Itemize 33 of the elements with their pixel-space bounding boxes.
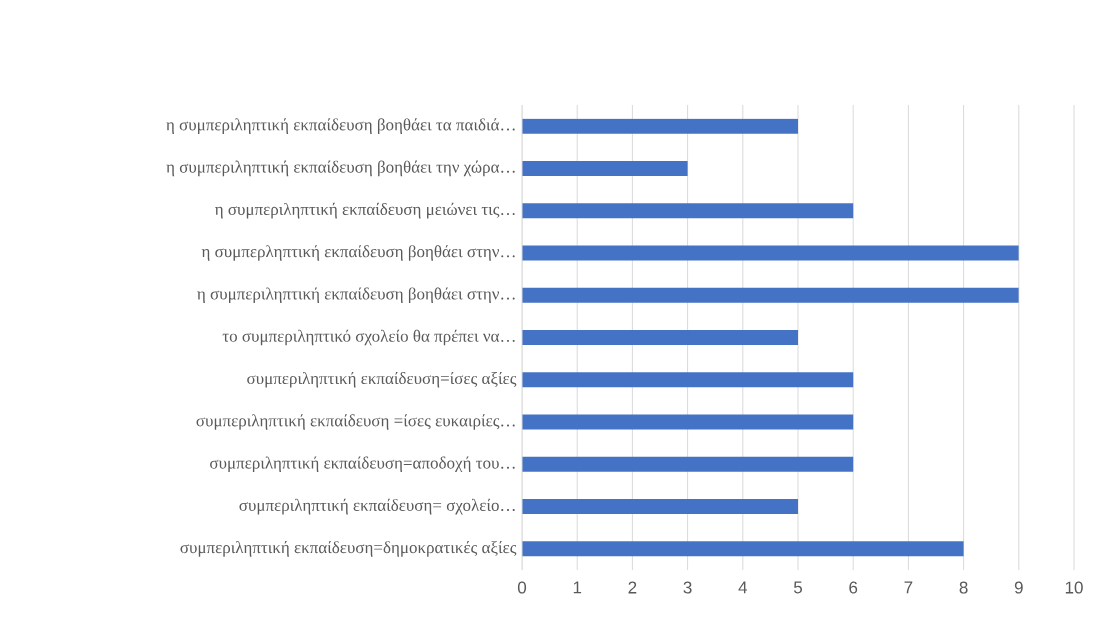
x-tick-label: 4	[738, 581, 748, 594]
x-tick-label: 9	[1014, 581, 1023, 594]
y-tick-label: συμπεριληπτική εκπαίδευση =ίσες ευκαιρίες…	[196, 414, 515, 430]
bar	[522, 414, 854, 430]
y-tick-label: η συμπεριληπτική εκπαίδευση βοηθάει την χώρα…	[166, 160, 515, 177]
bar	[522, 287, 1019, 303]
bar	[522, 541, 964, 557]
y-tick-label: η συμπεριληπτική εκπαίδευση μειώνει τις…	[215, 202, 515, 219]
y-tick-label: συμπεριληπτική εκπαίδευση=αποδοχή του…	[210, 456, 515, 473]
x-tick-label: 2	[628, 581, 637, 594]
bar	[522, 203, 854, 219]
bar	[522, 499, 798, 515]
x-tick-label: 8	[959, 581, 968, 594]
x-tick-label: 3	[683, 581, 692, 594]
x-tick-label: 10	[1065, 581, 1083, 594]
x-tick-label: 0	[517, 581, 527, 594]
y-tick-label: η συμπερληπτική εκπαίδευση βοηθάει στην…	[201, 245, 515, 261]
y-tick-label: συμπεριληπτική εκπαίδευση=ίσες αξίες	[247, 371, 517, 388]
x-tick-label: 5	[793, 581, 803, 594]
y-tick-label: το συμπεριληπτικό σχολείο θα πρέπει να…	[222, 329, 515, 346]
y-tick-label: η συμπεριληπτική εκπαίδευση βοηθάει στην…	[197, 287, 515, 304]
y-tick-label: η συμπεριληπτική εκπαίδευση βοηθάει τα παιδιά…	[166, 118, 515, 134]
bar	[522, 160, 688, 176]
x-tick-label: 1	[573, 581, 582, 594]
x-tick-label: 7	[904, 581, 913, 594]
bar	[522, 329, 798, 345]
bar	[522, 456, 854, 472]
y-tick-label: συμπεριληπτική εκπαίδευση=δημοκρατικές αξίες	[180, 541, 517, 557]
bar	[522, 372, 854, 388]
x-tick-label: 6	[849, 581, 858, 594]
bar	[522, 118, 798, 134]
y-tick-label: συμπεριληπτική εκπαίδευση= σχολείο…	[239, 498, 515, 515]
bar	[522, 245, 1019, 261]
